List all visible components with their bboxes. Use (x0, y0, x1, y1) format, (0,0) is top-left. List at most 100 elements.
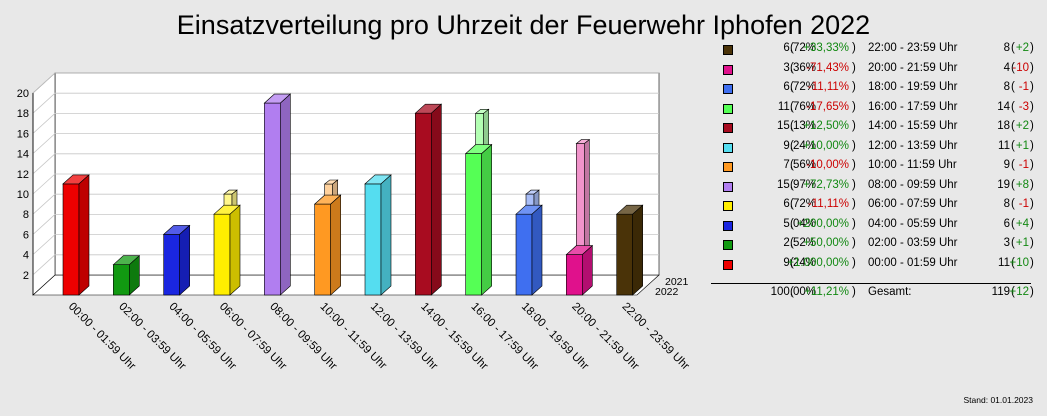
gridline (32, 254, 659, 276)
legend-delta: +8 (1015, 178, 1029, 191)
legend-delta: +10 (1009, 256, 1029, 269)
legend-paren: ) (852, 217, 856, 230)
y-tick-label: 10 (17, 189, 29, 201)
legend-paren: ( (790, 42, 794, 54)
legend-delta: +2 (1015, 42, 1029, 54)
legend-paren: ( (1011, 178, 1015, 191)
legend-swatch (723, 220, 733, 231)
legend-row: 6,72%(-11,11%) 06:00 - 07:59 Uhr 8(-1) (718, 196, 1038, 215)
total-delta: +12 (1009, 286, 1029, 298)
gridline (32, 113, 659, 134)
legend-time: 02:00 - 03:59 Uhr (868, 237, 958, 249)
series-label-2022: 2022 (655, 286, 679, 298)
legend-row: 15,13%(+12,50%) 14:00 - 15:59 Uhr 18(+2) (718, 118, 1038, 137)
bar-2022-side (129, 255, 140, 296)
legend-percent: 6,72% (783, 81, 816, 93)
legend-delta: -1 (1018, 159, 1029, 171)
legend-paren: ) (852, 256, 856, 269)
legend-time: 06:00 - 07:59 Uhr (868, 198, 958, 210)
legend-change: +1.000,00% (787, 256, 849, 269)
legend-paren: ( (1011, 159, 1015, 171)
legend-percent: 7,56% (783, 159, 816, 171)
legend-count: 14 (997, 100, 1010, 113)
legend-paren: ( (1011, 61, 1015, 74)
legend-paren: ( (790, 81, 794, 93)
y-tick-label: 8 (23, 209, 29, 221)
legend-paren: ( (790, 256, 794, 269)
bar-2022-side (280, 93, 291, 296)
legend-paren: ) (1030, 159, 1034, 171)
gridline (32, 213, 659, 235)
legend-swatch (723, 240, 733, 250)
legend-row: 2,52%(+50,00%) 02:00 - 03:59 Uhr 3(+1) (718, 235, 1038, 254)
legend-paren: ) (1030, 61, 1034, 74)
legend-row: 5,04%(+200,00%) 04:00 - 05:59 Uhr 6(+4) (718, 216, 1038, 235)
legend-time: 14:00 - 15:59 Uhr (868, 120, 958, 132)
bar-2022-side (179, 224, 190, 296)
legend-paren: ) (852, 139, 856, 152)
legend-paren: ( (1011, 237, 1015, 249)
y-tick-label: 20 (17, 88, 29, 100)
gridline (32, 173, 659, 195)
legend-paren: ) (852, 178, 856, 191)
legend-paren: ( (1011, 100, 1015, 113)
legend-paren: ( (790, 286, 794, 298)
bar-2022-front (213, 213, 231, 296)
legend-paren: ) (1030, 217, 1034, 230)
legend-paren: ) (852, 198, 856, 210)
legend-percent: 2,52% (783, 237, 816, 249)
legend-percent: 11,76% (777, 100, 816, 113)
legend-swatch (723, 84, 733, 94)
legend-paren: ( (1011, 139, 1015, 152)
legend-delta: +1 (1015, 237, 1029, 249)
legend-change: +200,00% (796, 217, 849, 230)
legend-swatch (723, 259, 733, 270)
legend-delta: +2 (1015, 120, 1029, 132)
legend-paren: ( (1011, 217, 1015, 230)
bar-2022-front (62, 183, 80, 296)
legend-row: 6,72%(+33,33%) 22:00 - 23:59 Uhr 8(+2) (718, 40, 1038, 59)
legend-count: 8 (1003, 42, 1010, 54)
y-tick-label: 14 (17, 149, 29, 161)
series-label-2021: 2021 (665, 276, 689, 288)
legend-swatch (723, 45, 733, 55)
legend-count: 3 (1003, 237, 1010, 249)
legend-swatch (723, 162, 733, 172)
legend-change: -71,43% (806, 61, 849, 74)
legend-paren: ) (1030, 139, 1034, 152)
legend-swatch (723, 64, 733, 75)
legend-percent: 15,13% (776, 120, 816, 132)
legend-row: 6,72%(-11,11%) 18:00 - 19:59 Uhr 8(-1) (718, 79, 1038, 98)
legend-count: 9 (1003, 159, 1010, 171)
legend-delta: -1 (1018, 81, 1029, 93)
legend-paren: ) (852, 100, 856, 113)
legend-count: 6 (1003, 217, 1010, 230)
legend-paren: ) (1030, 256, 1034, 269)
legend-change: +10,00% (803, 139, 849, 152)
bar-2022-front (566, 254, 583, 296)
legend-count: 8 (1003, 198, 1010, 210)
bar-2022-front (314, 203, 331, 296)
legend-paren: ( (790, 100, 794, 113)
legend-delta: -3 (1018, 100, 1029, 113)
legend-time: 16:00 - 17:59 Uhr (868, 100, 958, 113)
legend-paren: ( (790, 61, 794, 74)
legend-total-row: 100,00%(+11,21%) Gesamt: 119(+12) (718, 284, 1038, 303)
legend-percent: 9,24% (783, 139, 816, 152)
legend-change: -11,11% (807, 81, 849, 93)
bar-2022-side (481, 143, 492, 296)
legend-row: 9,24%(+10,00%) 12:00 - 13:59 Uhr 11(+1) (718, 138, 1038, 157)
y-tick-label: 6 (23, 229, 29, 241)
legend-paren: ( (1011, 256, 1015, 269)
legend-paren: ) (852, 237, 856, 249)
legend-paren: ) (1030, 178, 1034, 191)
legend-paren: ) (852, 120, 856, 132)
bar-2022-side (531, 204, 543, 296)
legend-paren: ( (790, 198, 794, 210)
legend-paren: ( (1011, 286, 1015, 298)
legend-swatch (723, 201, 733, 211)
legend-paren: ( (790, 178, 794, 191)
legend-row: 3,36%(-71,43%) 20:00 - 21:59 Uhr 4(-10) (718, 60, 1038, 79)
legend-delta: +1 (1015, 139, 1029, 152)
legend-swatch (723, 142, 733, 153)
